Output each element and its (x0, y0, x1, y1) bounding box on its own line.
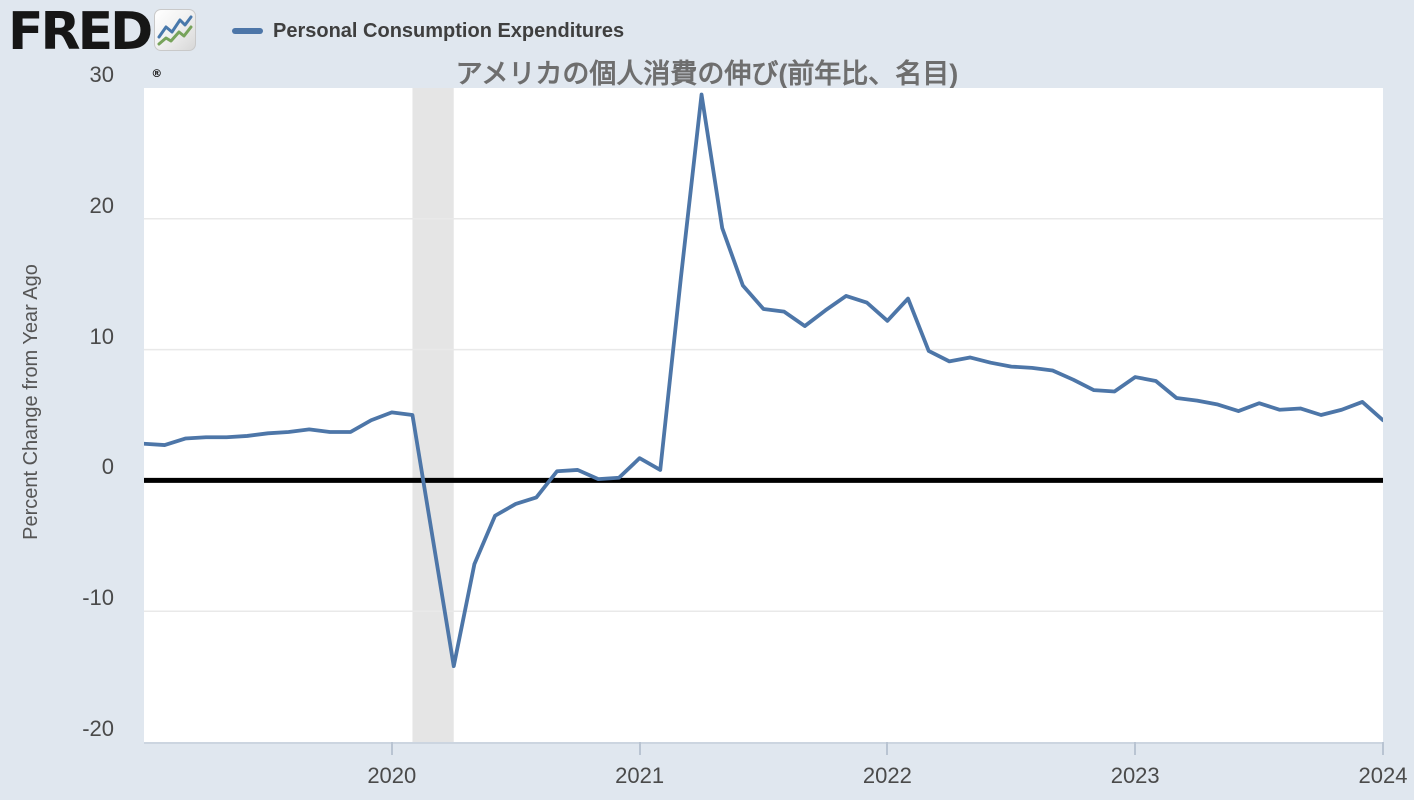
x-tick-mark (1382, 742, 1384, 755)
y-tick-label: 0 (101, 454, 114, 480)
y-axis-title: Percent Change from Year Ago (20, 264, 42, 540)
y-tick-label: -10 (82, 585, 114, 611)
x-tick-mark (1134, 742, 1137, 755)
x-tick-mark (390, 742, 393, 755)
legend-label: Personal Consumption Expenditures (273, 19, 625, 42)
chart-canvas (144, 88, 1383, 742)
x-tick-label: 2024 (1358, 763, 1408, 788)
registered-trademark-icon: ® (151, 67, 163, 80)
x-tick-label: 2021 (615, 763, 665, 788)
chart-title: アメリカの個人消費の伸び(前年比、名目) (455, 59, 959, 89)
recession-band (412, 88, 454, 742)
y-tick-label: -20 (82, 716, 114, 741)
fred-logo: FRED ® (8, 2, 162, 80)
x-tick-mark (886, 742, 889, 755)
series-legend: Personal Consumption Expenditures (232, 18, 624, 44)
x-tick-label: 2020 (367, 763, 417, 788)
x-tick-label: 2022 (862, 763, 912, 788)
logo-zigzag-graphic (157, 15, 193, 46)
x-tick-mark (638, 742, 641, 755)
plot-area (144, 88, 1383, 742)
y-tick-label: 30 (89, 62, 114, 87)
fred-logo-chart-icon (154, 9, 196, 51)
x-tick-label: 2023 (1110, 763, 1160, 788)
fred-logo-text: FRED (8, 2, 153, 62)
legend-line-swatch (232, 28, 263, 34)
data-line-pce (144, 92, 1383, 669)
x-axis-line (144, 742, 1383, 744)
y-tick-label: 20 (89, 192, 114, 218)
y-tick-label: 10 (89, 323, 114, 349)
